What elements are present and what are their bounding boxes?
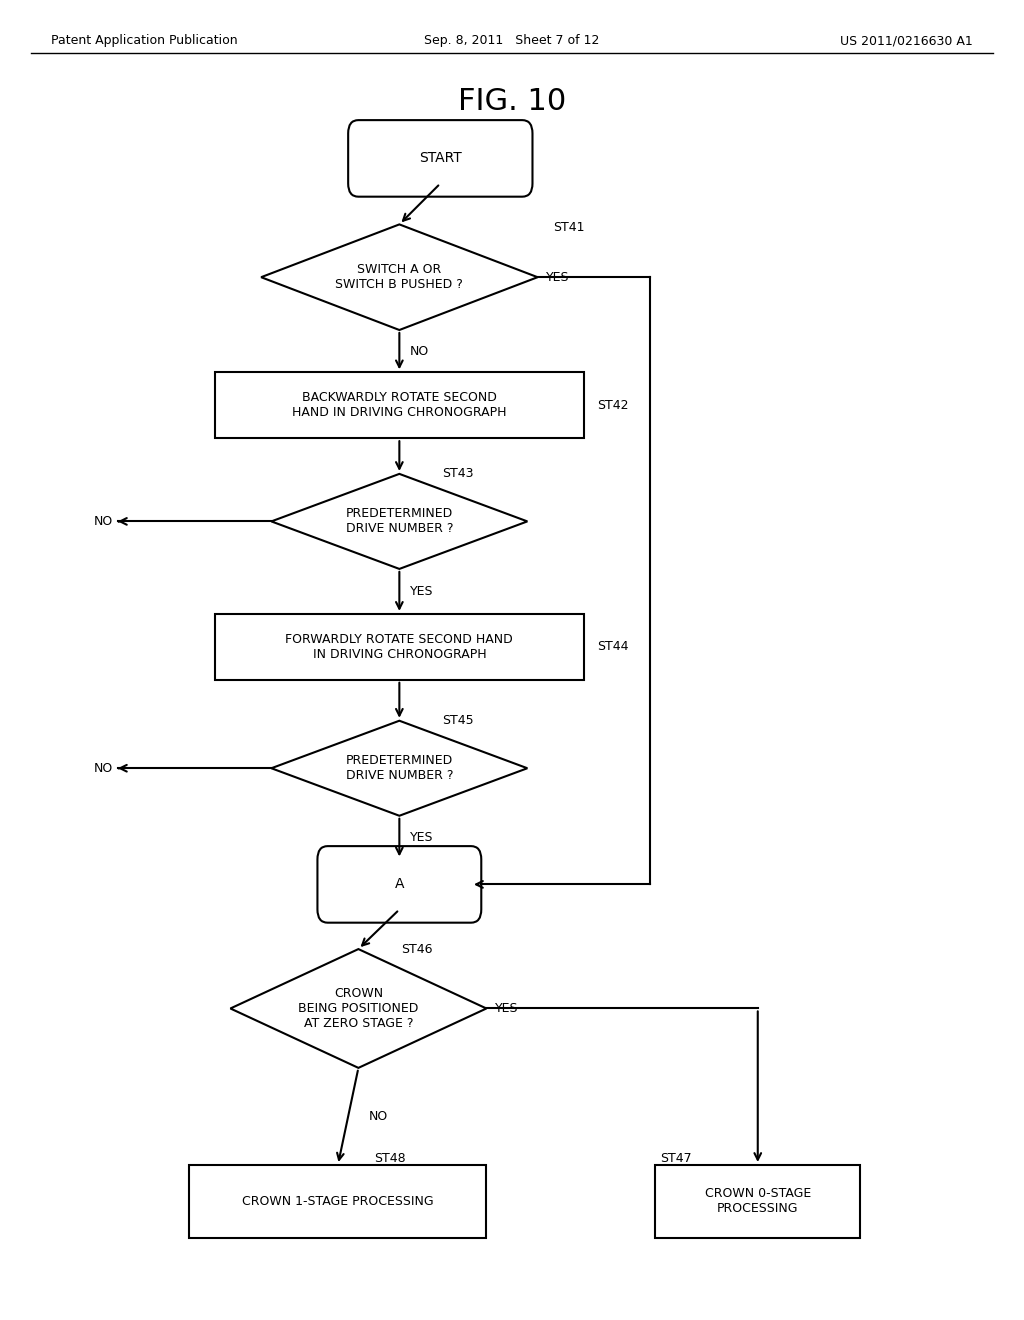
Text: SWITCH A OR
SWITCH B PUSHED ?: SWITCH A OR SWITCH B PUSHED ? bbox=[336, 263, 463, 292]
Text: PREDETERMINED
DRIVE NUMBER ?: PREDETERMINED DRIVE NUMBER ? bbox=[346, 507, 453, 536]
Text: ST44: ST44 bbox=[597, 640, 629, 653]
FancyBboxPatch shape bbox=[348, 120, 532, 197]
Text: A: A bbox=[394, 878, 404, 891]
Text: NO: NO bbox=[369, 1110, 388, 1123]
Text: NO: NO bbox=[93, 762, 113, 775]
Bar bbox=[655, 1166, 860, 1238]
Text: ST47: ST47 bbox=[660, 1152, 692, 1166]
Text: ST46: ST46 bbox=[401, 942, 433, 956]
Text: START: START bbox=[419, 152, 462, 165]
Text: ST41: ST41 bbox=[553, 220, 585, 234]
Text: Patent Application Publication: Patent Application Publication bbox=[51, 34, 238, 48]
Text: Sep. 8, 2011   Sheet 7 of 12: Sep. 8, 2011 Sheet 7 of 12 bbox=[424, 34, 600, 48]
Text: YES: YES bbox=[495, 1002, 518, 1015]
Text: YES: YES bbox=[410, 585, 433, 598]
Text: CROWN
BEING POSITIONED
AT ZERO STAGE ?: CROWN BEING POSITIONED AT ZERO STAGE ? bbox=[298, 987, 419, 1030]
Polygon shape bbox=[230, 949, 486, 1068]
Polygon shape bbox=[271, 721, 527, 816]
Text: BACKWARDLY ROTATE SECOND
HAND IN DRIVING CHRONOGRAPH: BACKWARDLY ROTATE SECOND HAND IN DRIVING… bbox=[292, 391, 507, 420]
Text: ST43: ST43 bbox=[442, 467, 474, 480]
Bar bbox=[215, 614, 584, 680]
Text: US 2011/0216630 A1: US 2011/0216630 A1 bbox=[840, 34, 973, 48]
Text: NO: NO bbox=[410, 345, 429, 358]
Text: YES: YES bbox=[546, 271, 569, 284]
Text: PREDETERMINED
DRIVE NUMBER ?: PREDETERMINED DRIVE NUMBER ? bbox=[346, 754, 453, 783]
Text: FIG. 10: FIG. 10 bbox=[458, 87, 566, 116]
Text: CROWN 0-STAGE
PROCESSING: CROWN 0-STAGE PROCESSING bbox=[705, 1187, 811, 1216]
Bar bbox=[189, 1166, 486, 1238]
Text: ST48: ST48 bbox=[374, 1152, 406, 1166]
FancyBboxPatch shape bbox=[317, 846, 481, 923]
Text: FORWARDLY ROTATE SECOND HAND
IN DRIVING CHRONOGRAPH: FORWARDLY ROTATE SECOND HAND IN DRIVING … bbox=[286, 632, 513, 661]
Polygon shape bbox=[271, 474, 527, 569]
Polygon shape bbox=[261, 224, 538, 330]
Text: ST42: ST42 bbox=[597, 399, 629, 412]
Text: YES: YES bbox=[410, 832, 433, 843]
Text: NO: NO bbox=[93, 515, 113, 528]
Bar bbox=[215, 372, 584, 438]
Text: CROWN 1-STAGE PROCESSING: CROWN 1-STAGE PROCESSING bbox=[242, 1195, 434, 1208]
Text: ST45: ST45 bbox=[442, 714, 474, 727]
